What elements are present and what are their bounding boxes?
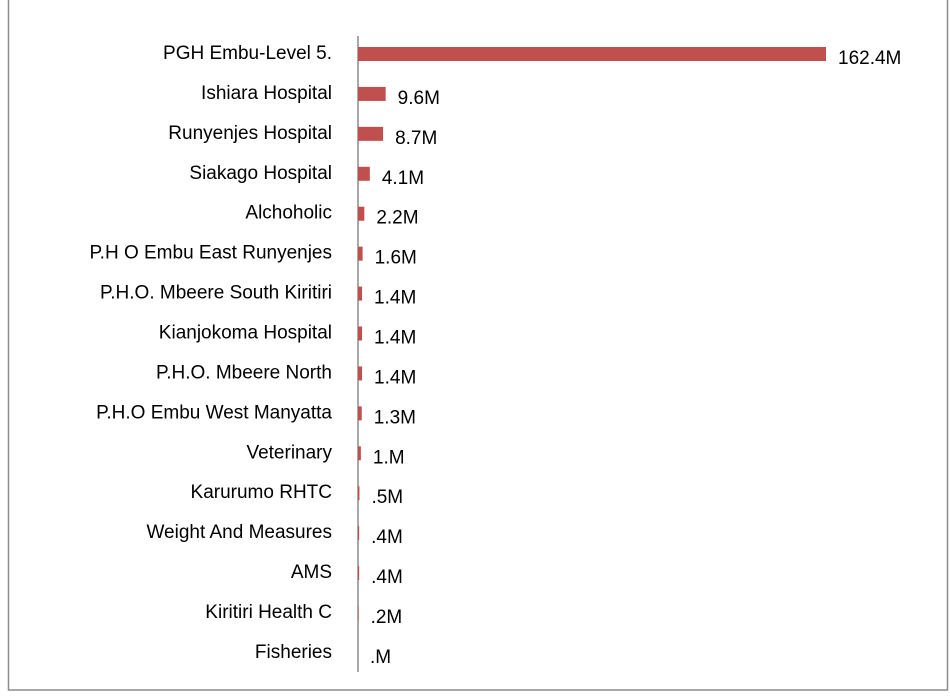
category-label: Veterinary xyxy=(246,442,332,463)
bar xyxy=(358,406,362,421)
category-label: P.H.O. Mbeere South Kiritiri xyxy=(100,283,332,304)
bar xyxy=(358,486,360,501)
value-label: 1.6M xyxy=(375,248,417,269)
bar xyxy=(358,286,363,301)
category-label: Kianjokoma Hospital xyxy=(159,323,332,344)
category-label: PGH Embu-Level 5. xyxy=(163,43,332,64)
value-label: 1.4M xyxy=(374,288,416,309)
category-label: Karurumo RHTC xyxy=(191,482,332,503)
bar xyxy=(358,606,359,621)
category-label: Alchoholic xyxy=(245,203,332,224)
category-label: Fisheries xyxy=(255,642,332,663)
value-label: 1.M xyxy=(373,447,405,468)
bar xyxy=(358,526,360,541)
category-label: Siakago Hospital xyxy=(189,163,332,184)
value-label: 2.2M xyxy=(376,208,418,229)
bar xyxy=(358,206,365,221)
bar xyxy=(358,366,363,381)
value-label: 9.6M xyxy=(398,88,440,109)
value-label: .2M xyxy=(371,607,403,628)
bar xyxy=(358,166,370,181)
category-label: P.H.O Embu West Manyatta xyxy=(96,402,332,423)
bar xyxy=(358,326,363,341)
category-label: Kiritiri Health C xyxy=(205,602,332,623)
category-label: Ishiara Hospital xyxy=(201,83,332,104)
category-label: Runyenjes Hospital xyxy=(168,123,332,144)
bar xyxy=(358,446,361,461)
value-label: 162.4M xyxy=(838,48,901,69)
value-label: 1.4M xyxy=(374,367,416,388)
chart-frame xyxy=(7,0,949,691)
bar xyxy=(358,86,386,101)
value-label: .4M xyxy=(371,567,403,588)
category-label: P.H.O. Mbeere North xyxy=(156,362,332,383)
bar xyxy=(358,246,363,261)
value-label: .5M xyxy=(371,487,403,508)
value-label: 4.1M xyxy=(382,168,424,189)
bar xyxy=(358,47,826,61)
value-label: .M xyxy=(370,647,391,668)
value-label: .4M xyxy=(371,527,403,548)
category-label: Weight And Measures xyxy=(146,522,332,543)
value-label: 1.3M xyxy=(374,407,416,428)
category-label: P.H O Embu East Runyenjes xyxy=(89,243,332,264)
value-label: 8.7M xyxy=(395,128,437,149)
category-label: AMS xyxy=(291,562,332,583)
value-label: 1.4M xyxy=(374,328,416,349)
bar xyxy=(358,566,360,581)
bar xyxy=(358,126,384,141)
